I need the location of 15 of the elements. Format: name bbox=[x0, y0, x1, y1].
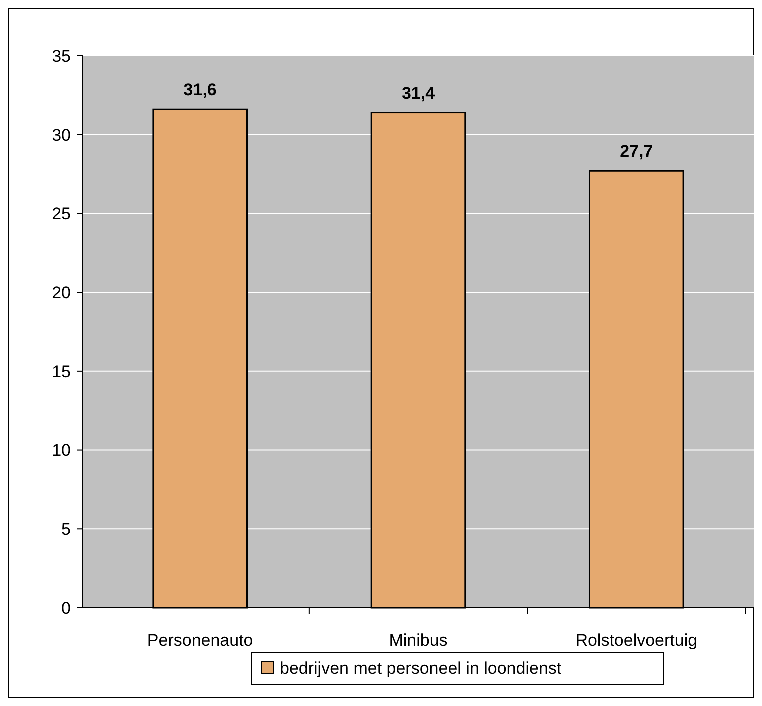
x-tick-label: Minibus bbox=[389, 631, 448, 650]
y-tick-label: 20 bbox=[52, 284, 71, 303]
y-tick-label: 10 bbox=[52, 441, 71, 460]
y-tick-label: 0 bbox=[62, 598, 71, 618]
data-label: 31,6 bbox=[184, 80, 217, 100]
y-tick-label: 30 bbox=[52, 126, 71, 145]
y-tick-label: 15 bbox=[52, 362, 71, 382]
y-tick-label: 5 bbox=[62, 520, 71, 540]
y-tick-label: 35 bbox=[52, 46, 71, 66]
legend-label: bedrijven met personeel in loondienst bbox=[280, 658, 562, 678]
data-label: 27,7 bbox=[620, 142, 654, 162]
x-tick-label: Personenauto bbox=[147, 631, 254, 650]
y-tick-label: 25 bbox=[52, 204, 71, 224]
data-label: 31,4 bbox=[402, 84, 436, 103]
x-tick-label: Rolstoelvoertuig bbox=[576, 631, 698, 650]
